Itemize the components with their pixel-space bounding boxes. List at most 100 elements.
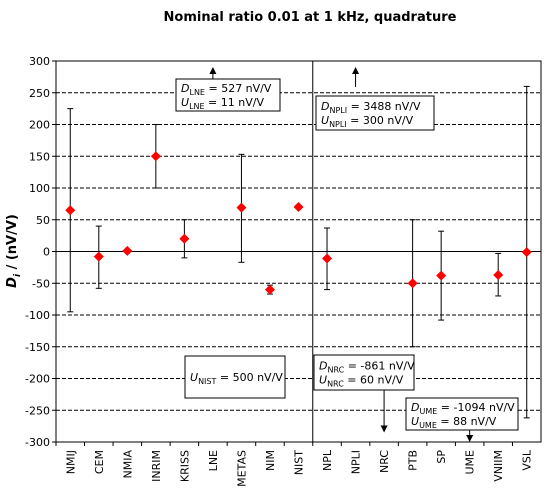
y-axis-label: Di / (nV/V) <box>5 214 23 288</box>
annotation-line: UNPLI = 300 nV/V <box>321 114 414 129</box>
plot-frame <box>55 60 542 443</box>
chart-title: Nominal ratio 0.01 at 1 kHz, quadrature <box>164 10 457 25</box>
annotation-value: = 60 nV/V <box>344 374 404 387</box>
data-point <box>122 245 133 256</box>
y-tick-label: 150 <box>29 150 50 163</box>
arrow-down <box>380 425 388 433</box>
annotation-symbol: U <box>321 114 329 127</box>
annotation-symbol: U <box>190 371 198 384</box>
annotation-subscript: UME <box>419 421 437 430</box>
annotation-symbol: U <box>319 374 327 387</box>
data-point <box>407 278 418 289</box>
annotation-box <box>313 354 415 391</box>
annotation-line: UNIST = 500 nV/V <box>190 371 283 386</box>
y-tick-label: -250 <box>25 404 50 417</box>
data-point <box>93 251 104 262</box>
data-point <box>264 284 275 295</box>
annotation-value: = 300 nV/V <box>347 114 414 127</box>
annotation-symbol: D <box>411 401 419 414</box>
annotation-line: DUME = -1094 nV/V <box>411 401 515 416</box>
y-tick-label: -50 <box>32 277 50 290</box>
y-tick-label: 300 <box>29 55 50 68</box>
y-axis-label-unit: / (nV/V) <box>5 214 20 274</box>
annotation-value: = 11 nV/V <box>205 96 265 109</box>
annotation-line: UNRC = 60 nV/V <box>319 374 404 389</box>
x-tick-label: VSL <box>521 449 534 471</box>
x-tick-label: NRC <box>378 450 391 473</box>
annotation-box <box>315 95 435 131</box>
annotation-subscript: LNE <box>189 102 205 111</box>
x-tick-label: VNIIM <box>492 450 505 482</box>
x-tick-label: PTB <box>407 450 420 471</box>
annotation-symbol: U <box>181 96 189 109</box>
data-point <box>521 247 532 258</box>
data-point <box>236 202 247 213</box>
annotation-line: DNPLI = 3488 nV/V <box>321 100 421 115</box>
y-tick-label: -200 <box>25 373 50 386</box>
x-tick-label: NPLI <box>350 450 363 474</box>
data-point <box>493 269 504 280</box>
annotation-nist: UNIST = 500 nV/V <box>184 355 286 399</box>
annotation-subscript: LNE <box>189 88 205 97</box>
annotation-subscript: NRC <box>327 380 344 389</box>
x-tick-label: KRISS <box>178 450 191 482</box>
y-tick-label: 50 <box>36 214 50 227</box>
annotation-value: = 500 nV/V <box>216 371 283 384</box>
data-point <box>436 270 447 281</box>
y-axis-label-symbol: D <box>5 277 20 288</box>
x-tick-label: METAS <box>235 450 248 487</box>
x-axis-ticks: NMIJ CEM NMIA INRIM KRISS LNE METAS NIM NIST NPL N… <box>55 442 534 487</box>
y-tick-label: -150 <box>25 341 50 354</box>
y-tick-label: -100 <box>25 309 50 322</box>
data-point <box>293 202 304 213</box>
x-tick-label: NPL <box>321 449 334 471</box>
arrow-down <box>466 435 474 442</box>
annotation-line: UUME = 88 nV/V <box>411 415 497 430</box>
annotation-value: = 527 nV/V <box>205 82 272 95</box>
annotation-symbol: D <box>321 100 329 113</box>
data-markers <box>65 151 532 295</box>
y-tick-label: 200 <box>29 119 50 132</box>
annotation-box <box>184 355 286 399</box>
annotation-line: ULNE = 11 nV/V <box>181 96 264 111</box>
y-tick-label: 0 <box>43 246 50 259</box>
annotation-symbol: U <box>411 415 419 428</box>
annotation-subscript: NPLI <box>329 120 347 129</box>
data-point <box>179 233 190 244</box>
y-tick-label: -300 <box>25 436 50 449</box>
annotation-value: = 3488 nV/V <box>347 100 421 113</box>
data-point <box>65 205 76 216</box>
annotation-line: DLNE = 527 nV/V <box>181 82 272 97</box>
data-point <box>322 253 333 264</box>
annotation-value: = 88 nV/V <box>437 415 497 428</box>
annotation-symbol: D <box>319 360 327 373</box>
annotation-subscript: NPLI <box>329 106 347 115</box>
data-point <box>150 151 161 162</box>
annotation-symbol: D <box>181 82 189 95</box>
annotation-box <box>175 78 281 112</box>
annotation-value: = -861 nV/V <box>344 360 415 373</box>
x-tick-label: NMIA <box>121 450 134 479</box>
annotation-value: = -1094 nV/V <box>437 401 515 414</box>
annotation-box <box>405 397 519 431</box>
annotation-subscript: NRC <box>327 366 344 375</box>
annotation-subscript: NIST <box>198 377 216 386</box>
x-tick-label: CEM <box>93 450 106 474</box>
x-tick-label: NIST <box>293 450 306 475</box>
x-tick-label: NIM <box>264 450 277 471</box>
x-tick-label: UME <box>464 450 477 475</box>
x-tick-label: INRIM <box>150 450 163 482</box>
y-axis-label-subscript: i <box>13 273 23 277</box>
x-tick-label: SP <box>435 450 448 464</box>
annotation-subscript: UME <box>419 407 437 416</box>
x-tick-label: NMIJ <box>64 450 77 474</box>
y-tick-label: 100 <box>29 182 50 195</box>
y-tick-label: 250 <box>29 87 50 100</box>
x-tick-label: LNE <box>207 450 220 471</box>
arrow-up <box>209 67 217 74</box>
